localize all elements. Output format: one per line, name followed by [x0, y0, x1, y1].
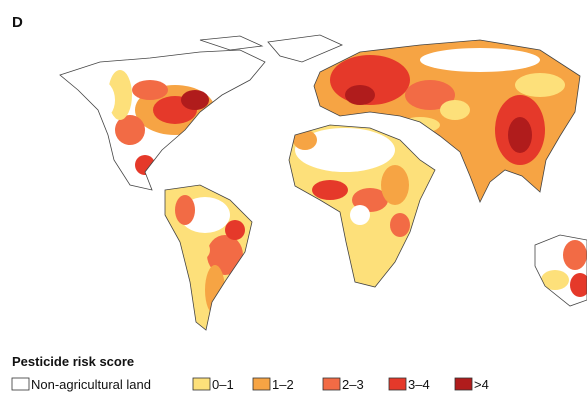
coastline [59, 49, 266, 191]
risk-patch [350, 205, 370, 225]
legend-label: >4 [474, 377, 489, 392]
legend-label: 0–1 [212, 377, 234, 392]
legend-swatch [11, 377, 30, 391]
risk-patch [381, 165, 409, 205]
risk-patch [295, 128, 395, 172]
panel-label: D [12, 14, 23, 31]
risk-patch [225, 220, 245, 240]
risk-patch [570, 273, 587, 297]
legend-title: Pesticide risk score [12, 354, 134, 369]
risk-patch [515, 73, 565, 97]
legend-label: Non-agricultural land [31, 377, 151, 392]
risk-patch [207, 235, 243, 275]
risk-patch [175, 195, 195, 225]
coastline [164, 184, 253, 331]
risk-patch [405, 80, 455, 110]
legend-label: 1–2 [272, 377, 294, 392]
risk-patch [390, 213, 410, 237]
risk-patch [190, 240, 210, 260]
risk-patch [293, 130, 317, 150]
arctic-islands [199, 35, 264, 51]
risk-patch [541, 270, 569, 290]
legend-swatch [388, 377, 407, 391]
risk-patch [400, 117, 440, 133]
risk-patch [366, 225, 394, 265]
legend-label: 3–4 [408, 377, 430, 392]
risk-patch [132, 80, 168, 100]
risk-patch [155, 53, 245, 77]
risk-patch [115, 115, 145, 145]
legend-swatch [192, 377, 211, 391]
coastline [288, 124, 436, 288]
greenland [267, 34, 343, 63]
risk-patch [181, 90, 209, 110]
legend-label: 2–3 [342, 377, 364, 392]
risk-patch [312, 180, 348, 200]
risk-patch [563, 240, 587, 270]
risk-patch [456, 113, 484, 157]
risk-patch [205, 265, 225, 315]
legend-swatch [252, 377, 271, 391]
risk-patch [420, 48, 540, 72]
coastline [313, 39, 581, 203]
risk-patch [345, 85, 375, 105]
legend-swatch [322, 377, 341, 391]
risk-patch [108, 70, 132, 120]
risk-patch [508, 117, 532, 153]
legend: Non-agricultural land 0–1 1–2 2–3 3–4 >4 [11, 377, 489, 392]
coastline [534, 234, 587, 307]
risk-patch [440, 100, 470, 120]
legend-swatch [454, 377, 473, 391]
